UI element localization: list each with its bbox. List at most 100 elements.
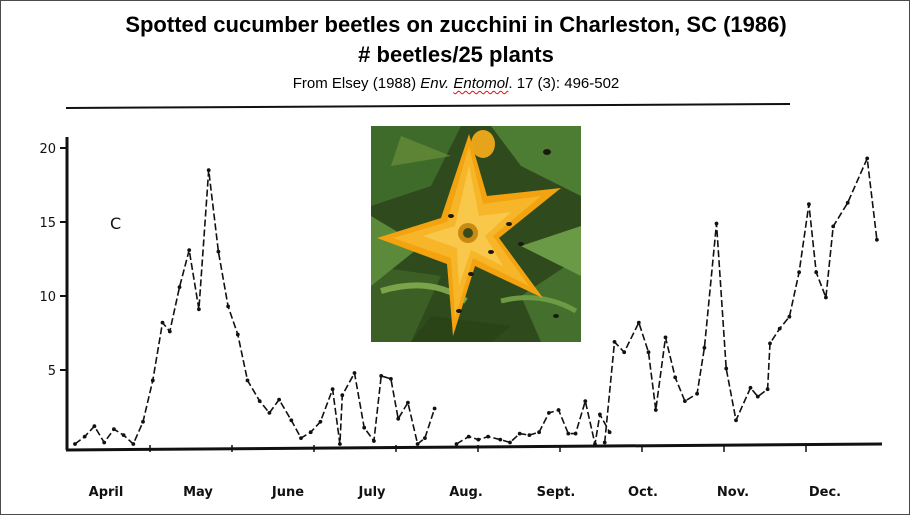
month-label: April [89,485,124,500]
data-point [338,442,342,446]
zucchini-flower-photo [371,126,581,342]
data-point [466,434,471,439]
data-point [160,320,165,325]
month-label: Dec. [809,485,841,500]
data-point [177,285,182,289]
data-point [330,387,335,392]
y-ticks: 5 10 15 20 [39,142,67,379]
data-point [257,399,262,403]
data-point [389,377,393,381]
data-point [636,320,641,325]
data-point [556,408,561,412]
data-point [777,326,782,331]
data-point [653,408,658,412]
month-label: May [183,485,213,500]
data-point [226,304,231,309]
month-label: Sept. [537,485,576,500]
y-tick-label: 20 [39,142,56,157]
data-point [695,391,699,396]
data-point [724,366,729,371]
data-point [831,224,836,229]
data-point [768,341,772,346]
data-point [527,433,532,437]
data-point [318,419,323,424]
data-point [299,436,303,440]
source-journal-b: Entomol [453,75,509,92]
data-point [498,437,503,442]
panel-label: C [110,214,121,233]
data-point [187,248,192,253]
data-point [167,329,172,334]
data-point [406,400,410,405]
data-point [396,416,401,421]
data-point [646,350,651,355]
chart-title: Spotted cucumber beetles on zucchini in … [125,12,787,37]
data-point [432,406,437,411]
data-point [875,237,879,242]
data-point [787,314,792,319]
data-point [362,425,367,430]
source-citation: From Elsey (1988) Env. Entomol. 17 (3): … [0,75,912,92]
series-line [456,400,611,445]
data-point [702,345,707,350]
data-point [797,270,801,275]
top-border-line [65,103,791,109]
data-point [372,439,376,443]
data-point [537,430,541,435]
data-point [245,378,250,383]
data-point [824,295,828,300]
data-point [607,430,612,435]
y-tick-label: 10 [39,290,56,305]
data-point [73,442,77,446]
data-point [845,200,850,205]
data-point [673,375,678,380]
data-point [622,350,627,355]
data-point [663,335,668,340]
data-point [547,411,551,415]
source-suffix: . 17 (3): 496-502 [508,75,620,92]
data-point [141,419,145,424]
data-point [566,431,571,436]
data-point [131,442,136,446]
data-point [755,394,760,399]
y-tick-label: 5 [48,364,56,379]
month-ticks: April May June July Aug. Sept. Oct. Nov. Dec. [89,445,841,500]
data-point [92,424,97,429]
data-point [865,156,870,161]
data-series [73,156,879,446]
data-point [454,442,459,446]
data-point [517,431,522,436]
data-point [486,434,490,439]
data-point [714,221,719,226]
data-point [277,397,281,402]
chart-subtitle: # beetles/25 plants [358,42,554,67]
data-point [267,411,272,415]
data-point [197,307,201,312]
data-point [734,418,738,423]
data-point [476,437,481,442]
data-point [216,249,221,254]
data-point [235,332,240,337]
data-point [206,168,211,173]
data-point [807,202,811,207]
month-label: July [357,485,386,500]
data-point [765,387,770,392]
data-point [340,393,345,398]
data-point [150,378,155,383]
y-tick-label: 15 [39,216,56,231]
data-point [573,431,578,436]
data-point [683,399,687,403]
x-axis [65,442,883,452]
data-point [593,442,597,446]
series-line [603,157,878,443]
month-label: Oct. [628,485,658,500]
data-point [423,436,427,440]
data-point [352,371,357,375]
month-label: Nov. [717,485,749,500]
data-point [308,430,313,435]
data-point [289,418,294,423]
data-point [602,440,607,445]
source-journal-a: Env. [420,75,450,92]
month-label: Aug. [449,485,483,500]
